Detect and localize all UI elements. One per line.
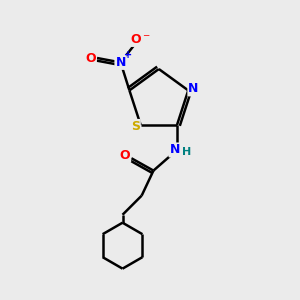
Text: H: H <box>182 147 191 157</box>
Text: O: O <box>85 52 96 64</box>
Text: N: N <box>169 143 180 157</box>
Text: S: S <box>131 120 140 133</box>
Text: N: N <box>116 56 126 69</box>
Text: O: O <box>120 149 130 162</box>
Text: +: + <box>124 50 132 60</box>
Text: O$^-$: O$^-$ <box>130 33 151 46</box>
Text: N: N <box>188 82 199 95</box>
